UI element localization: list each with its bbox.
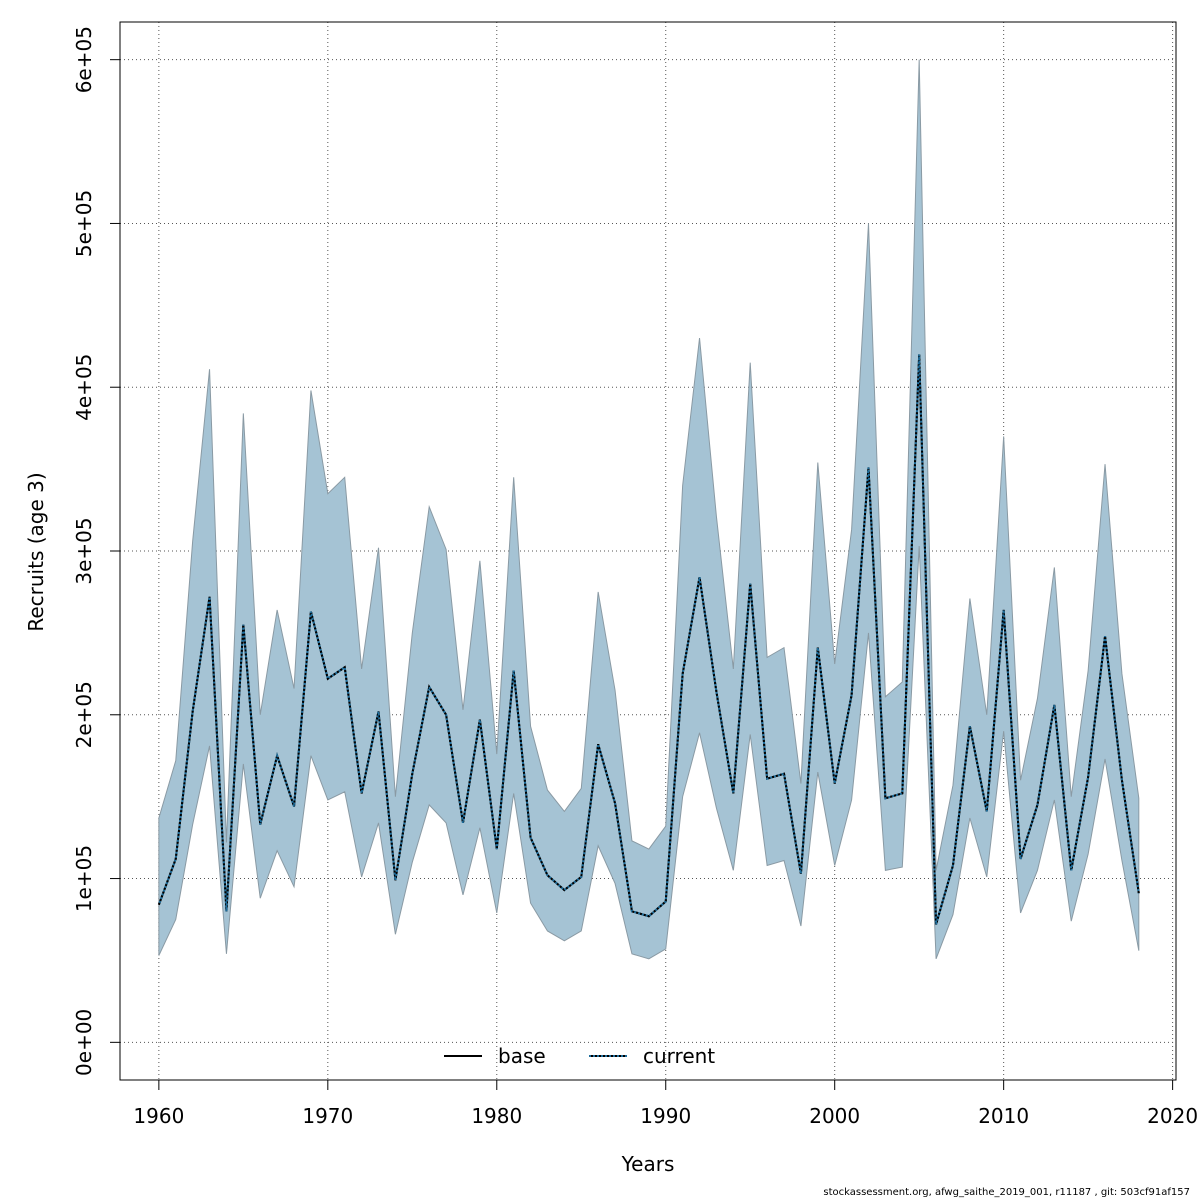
series-line-current [157, 354, 1140, 925]
y-tick-label: 2e+05 [72, 681, 96, 748]
y-axis: 0e+00 1e+05 2e+05 3e+05 4e+05 5e+05 6e+05 [72, 26, 121, 1076]
legend: base current [444, 1044, 715, 1068]
series-lines [157, 354, 1140, 925]
x-axis-title: Years [621, 1152, 675, 1176]
x-tick-label: 1960 [133, 1104, 184, 1128]
y-tick-label: 1e+05 [72, 845, 96, 912]
x-tick-label: 2000 [809, 1104, 860, 1128]
legend-label-base: base [498, 1044, 546, 1068]
legend-label-current: current [643, 1044, 715, 1068]
y-tick-label: 0e+00 [72, 1009, 96, 1076]
x-tick-label: 1980 [471, 1104, 522, 1128]
footer-credit: stockassessment.org, afwg_saithe_2019_00… [823, 1187, 1190, 1198]
y-tick-label: 6e+05 [72, 26, 96, 93]
y-tick-label: 4e+05 [72, 354, 96, 421]
x-axis: 1960 1970 1980 1990 2000 2010 2020 [133, 1079, 1198, 1128]
confidence-band [158, 59, 1140, 960]
x-tick-label: 2010 [978, 1104, 1029, 1128]
x-tick-label: 1970 [302, 1104, 353, 1128]
y-axis-title: Recruits (age 3) [24, 472, 48, 631]
x-tick-label: 1990 [640, 1104, 691, 1128]
y-tick-label: 3e+05 [72, 517, 96, 584]
y-tick-label: 5e+05 [72, 190, 96, 257]
confidence-bands [158, 59, 1140, 960]
x-tick-label: 2020 [1147, 1104, 1198, 1128]
